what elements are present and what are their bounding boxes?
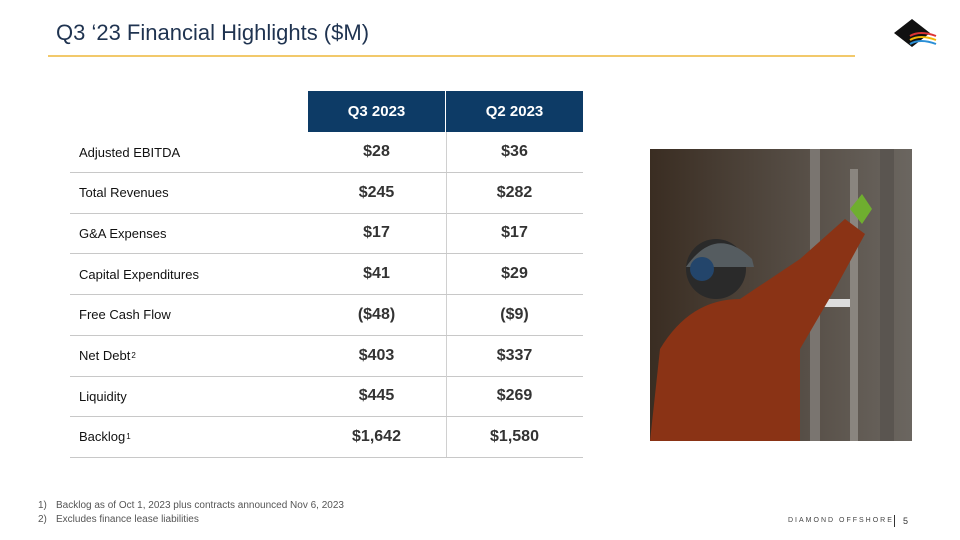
- cell-value: $403: [358, 346, 395, 364]
- cell-value: $269: [496, 387, 533, 405]
- title-rule: [48, 55, 855, 57]
- table-row: Total Revenues $245 $282: [70, 172, 583, 214]
- cell-value: $36: [501, 143, 528, 160]
- column-separator: [446, 172, 447, 213]
- row-label-text: Net Debt: [79, 348, 131, 363]
- cell-value: $41: [363, 265, 390, 283]
- footnote-text: Excludes finance lease liabilities: [56, 514, 199, 525]
- row-label: G&A Expenses: [79, 213, 166, 253]
- cell-value: $29: [501, 265, 528, 283]
- row-label-text: Liquidity: [79, 388, 127, 404]
- cell-value: ($9): [500, 305, 529, 323]
- cell-value: $17: [501, 224, 528, 242]
- table-row: Backlog 1 $1,642 $1,580: [70, 416, 583, 458]
- row-label-text: Free Cash Flow: [79, 307, 171, 323]
- column-separator: [446, 254, 447, 295]
- column-separator: [446, 335, 447, 376]
- footnote-ref: 2: [131, 351, 136, 360]
- footnote: 1) Backlog as of Oct 1, 2023 plus contrac…: [38, 500, 344, 511]
- column-separator: [446, 294, 447, 335]
- column-separator: [446, 376, 447, 417]
- row-label: Total Revenues: [79, 173, 169, 213]
- row-label-text: Total Revenues: [79, 185, 169, 201]
- cell-value: $445: [358, 387, 395, 405]
- row-label: Adjusted EBITDA: [79, 132, 180, 172]
- table-row: Capital Expenditures $41 $29: [70, 254, 583, 296]
- table-row: Adjusted EBITDA $28 $36: [70, 132, 583, 173]
- worker-photo: [650, 149, 912, 441]
- cell-value: $1,642: [352, 427, 401, 445]
- row-label-text: Backlog: [79, 429, 126, 445]
- table-row: Liquidity $445 $269: [70, 376, 583, 418]
- column-separator: [446, 213, 447, 254]
- column-header: Q2 2023: [446, 91, 583, 132]
- footnote-text: Backlog as of Oct 1, 2023 plus contracts…: [56, 500, 344, 511]
- table-row: Net Debt 2 $403 $337: [70, 335, 583, 377]
- table-row: G&A Expenses $17 $17: [70, 213, 583, 255]
- row-label-text: Adjusted EBITDA: [79, 144, 181, 160]
- slide-title: Q3 ‘23 Financial Highlights ($M): [56, 20, 370, 45]
- row-label: Liquidity: [79, 376, 127, 416]
- cell-value: $282: [496, 183, 533, 201]
- footnote-marker: 2): [38, 514, 47, 525]
- column-header: Q3 2023: [308, 91, 445, 132]
- row-label: Free Cash Flow: [79, 295, 171, 335]
- footnote: 2) Excludes finance lease liabilities: [38, 514, 199, 525]
- logo: [894, 19, 937, 47]
- table-row: Free Cash Flow ($48) ($9): [70, 294, 583, 336]
- cell-value: ($48): [357, 305, 396, 323]
- company-name: DIAMOND OFFSHORE: [788, 517, 894, 524]
- row-label-text: G&A Expenses: [79, 225, 167, 241]
- cell-value: $337: [496, 346, 533, 364]
- row-label: Net Debt 2: [79, 336, 136, 376]
- cell-value: $28: [363, 143, 390, 160]
- row-label-text: Capital Expenditures: [79, 266, 199, 282]
- footnote-marker: 1): [38, 500, 47, 511]
- footer-divider: [894, 515, 895, 527]
- cell-value: $17: [363, 224, 390, 242]
- row-label: Capital Expenditures: [79, 254, 199, 294]
- row-label: Backlog 1: [79, 417, 131, 457]
- page-number: 5: [903, 516, 909, 526]
- column-separator: [446, 416, 447, 457]
- column-separator: [446, 132, 447, 172]
- cell-value: $1,580: [490, 427, 539, 445]
- footnote-ref: 1: [126, 432, 131, 442]
- cell-value: $245: [358, 183, 395, 201]
